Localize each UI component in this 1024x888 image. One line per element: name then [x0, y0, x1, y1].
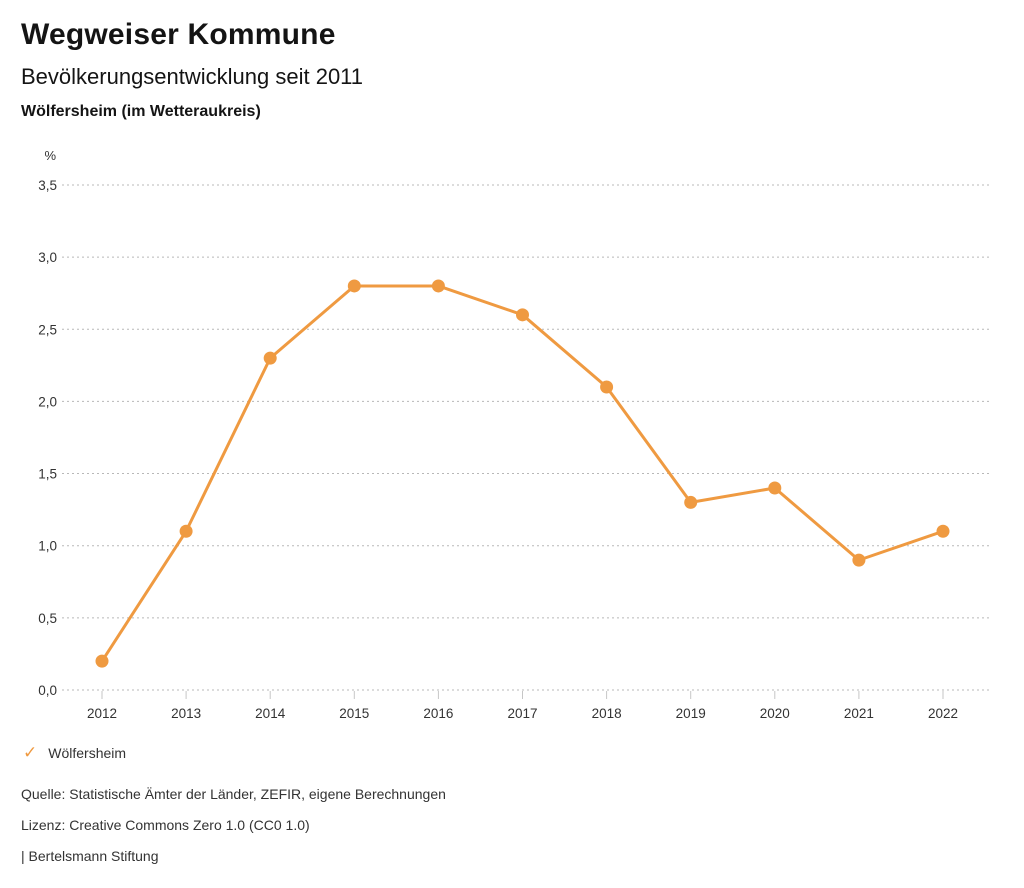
x-tick-label: 2012 — [87, 706, 117, 721]
source-text: Quelle: Statistische Ämter der Länder, Z… — [21, 786, 446, 802]
legend: ✓ Wölfersheim — [23, 744, 126, 761]
attribution-text: | Bertelsmann Stiftung — [21, 848, 159, 864]
population-line-chart: 0,0 0,5 1,0 1,5 2,0 2,5 3,0 3,5% 2012 2013 2014 201… — [38, 148, 990, 721]
y-axis-unit-label: % — [44, 148, 56, 163]
data-point-2019 — [684, 495, 698, 509]
x-tick-label: 2014 — [255, 706, 286, 721]
y-tick-label: 0,0 — [38, 683, 57, 698]
x-tick-label: 2017 — [507, 706, 537, 721]
y-tick-label: 3,0 — [38, 250, 57, 265]
y-tick-label: 3,5 — [38, 178, 57, 193]
data-point-2021 — [852, 553, 866, 567]
x-tick-label: 2021 — [844, 706, 874, 721]
y-tick-label: 1,5 — [38, 467, 57, 482]
x-tick-label: 2019 — [676, 706, 706, 721]
data-point-2016 — [431, 279, 445, 293]
data-point-2012 — [95, 654, 109, 668]
y-tick-label: 1,0 — [38, 539, 57, 554]
y-tick-label: 2,5 — [38, 322, 57, 337]
legend-label: Wölfersheim — [48, 744, 127, 761]
x-tick-label: 2016 — [423, 706, 453, 721]
license-text: Lizenz: Creative Commons Zero 1.0 (CC0 1… — [21, 817, 310, 833]
app-title: Wegweiser Kommune — [21, 18, 336, 51]
x-tick-label: 2013 — [171, 706, 201, 721]
y-tick-label: 2,0 — [38, 394, 57, 409]
data-point-2014 — [263, 351, 277, 365]
data-point-2018 — [600, 380, 614, 394]
y-tick-label: 0,5 — [38, 611, 57, 626]
x-tick-label: 2018 — [592, 706, 622, 721]
x-tick-label: 2015 — [339, 706, 369, 721]
chart-region-label: Wölfersheim (im Wetteraukreis) — [21, 103, 261, 120]
data-point-2015 — [347, 279, 361, 293]
x-tick-label: 2020 — [760, 706, 790, 721]
data-point-2017 — [516, 308, 529, 322]
data-point-2020 — [768, 481, 782, 495]
check-icon: ✓ — [23, 743, 38, 762]
data-point-2013 — [179, 524, 193, 538]
chart-subtitle: Bevölkerungsentwicklung seit 2011 — [21, 64, 364, 89]
data-point-2022 — [936, 524, 950, 538]
x-tick-label: 2022 — [928, 706, 958, 721]
